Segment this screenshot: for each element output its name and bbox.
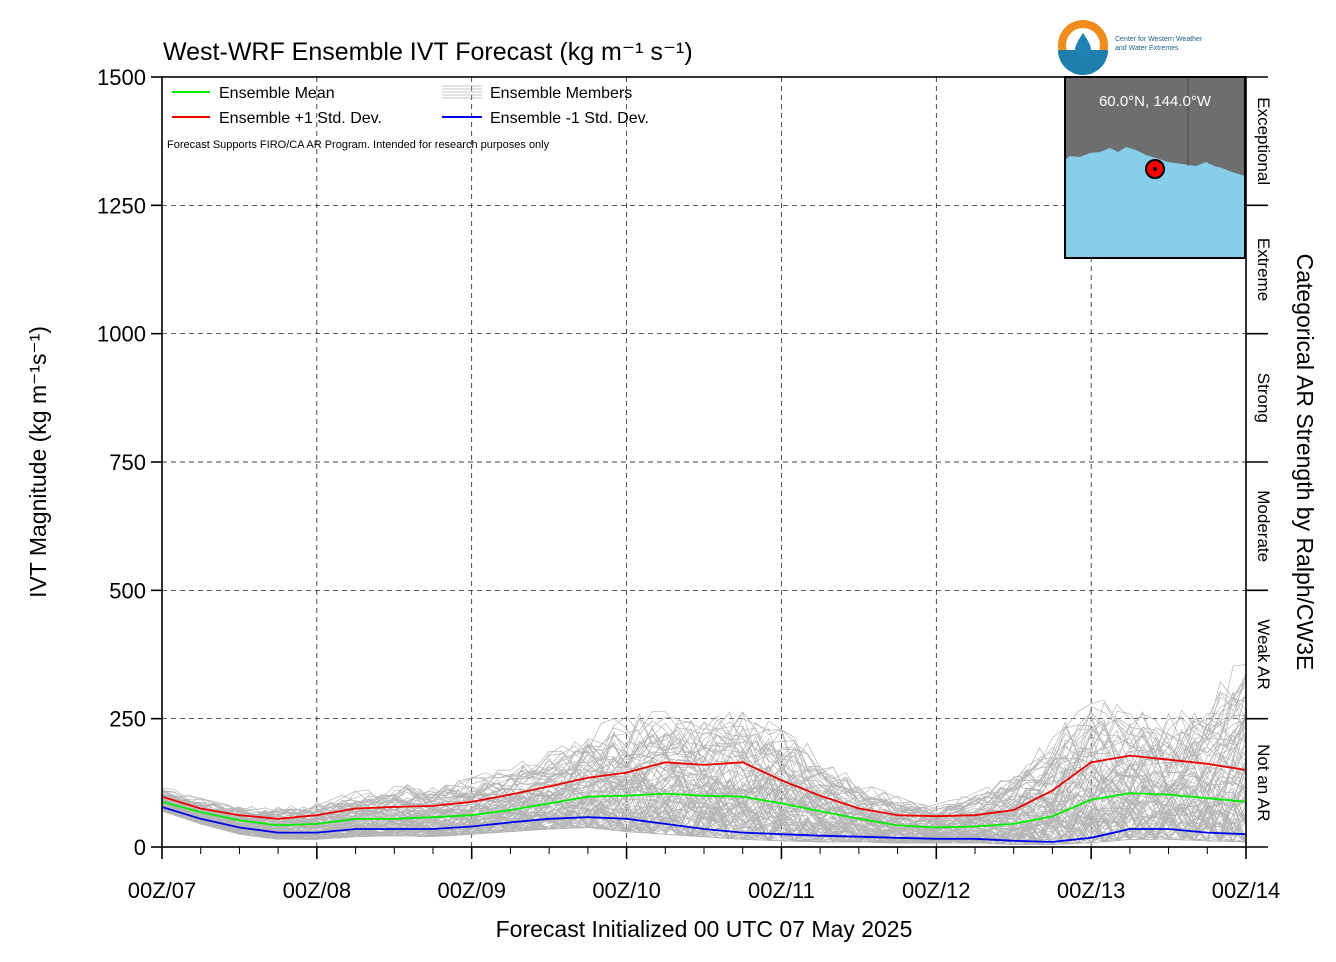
- x-tick-label: 00Z/08: [283, 878, 352, 903]
- x-tick-label: 00Z/14: [1212, 878, 1281, 903]
- x-tick-label: 00Z/12: [902, 878, 971, 903]
- ensemble-member-line: [161, 765, 1247, 836]
- ensemble-member-line: [161, 664, 1247, 817]
- ensemble-member-line: [161, 743, 1247, 826]
- inset-location-label: 60.0°N, 144.0°W: [1099, 93, 1212, 110]
- legend-label-members: Ensemble Members: [490, 85, 632, 102]
- ensemble-member-line: [161, 691, 1247, 823]
- series-line-0: [161, 792, 1247, 829]
- y-tick-label: 1000: [97, 322, 146, 347]
- ensemble-member-line: [161, 679, 1247, 818]
- y-tick-label: 250: [109, 707, 146, 732]
- ensemble-member-line: [161, 763, 1247, 835]
- category-label: Weak AR: [1254, 619, 1273, 690]
- x-tick-label: 00Z/10: [592, 878, 661, 903]
- location-inset-map: 60.0°N, 144.0°W: [1064, 76, 1246, 259]
- category-label: Extreme: [1254, 238, 1273, 301]
- ensemble-member-line: [161, 780, 1247, 838]
- ensemble-member-line: [161, 725, 1247, 828]
- cw3e-logo: Center for Western Weather and Water Ext…: [1058, 20, 1203, 75]
- ensemble-members: [161, 664, 1247, 846]
- y-axis-title: IVT Magnitude (kg m⁻¹s⁻¹): [25, 326, 51, 598]
- legend-label-plus-std: Ensemble +1 Std. Dev.: [219, 110, 382, 127]
- series-line-1: [161, 754, 1247, 820]
- y-tick-label: 500: [109, 578, 146, 603]
- ensemble-member-line: [161, 686, 1247, 822]
- x-axis: 00Z/07 00Z/08 00Z/09 00Z/10 00Z/11 00Z/12 00Z/…: [128, 847, 1281, 903]
- ensemble-member-line: [161, 734, 1247, 830]
- logo-line-1: Center for Western Weather: [1115, 36, 1203, 43]
- location-marker-dot: [1153, 167, 1157, 171]
- y-tick-label: 750: [109, 450, 146, 475]
- y-tick-label: 1250: [97, 193, 146, 218]
- logo-line-2: and Water Extremes: [1115, 45, 1179, 52]
- right-axis-title: Categorical AR Strength by Ralph/CW3E: [1292, 254, 1318, 671]
- ensemble-member-line: [161, 676, 1247, 818]
- ensemble-member-line: [161, 810, 1247, 845]
- ensemble-member-line: [161, 794, 1247, 845]
- ar-category-axis: Not an AR Weak AR Moderate Strong Extreme Exc…: [1246, 76, 1273, 848]
- legend-label-minus-std: Ensemble -1 Std. Dev.: [490, 110, 649, 127]
- legend-label-mean: Ensemble Mean: [219, 85, 335, 102]
- research-note: Forecast Supports FIRO/CA AR Program. In…: [167, 139, 550, 151]
- legend: Ensemble Mean Ensemble +1 Std. Dev. Ense…: [167, 85, 649, 151]
- ensemble-member-line: [161, 695, 1247, 820]
- y-axis: 0 250 500 750 1000 1250 1500: [97, 65, 162, 860]
- series-lines: [161, 754, 1247, 843]
- ensemble-member-line: [161, 800, 1247, 846]
- chart-title: West-WRF Ensemble IVT Forecast (kg m⁻¹ s…: [163, 38, 693, 66]
- ensemble-member-line: [161, 744, 1247, 829]
- x-tick-label: 00Z/11: [748, 878, 815, 903]
- ensemble-member-line: [161, 777, 1247, 837]
- ensemble-member-line: [161, 674, 1247, 820]
- category-label: Exceptional: [1254, 97, 1273, 185]
- category-label: Moderate: [1254, 490, 1273, 562]
- x-tick-label: 00Z/07: [128, 878, 197, 903]
- series-line-2: [161, 806, 1247, 843]
- ensemble-member-line: [161, 731, 1247, 832]
- x-tick-label: 00Z/09: [437, 878, 506, 903]
- inset-frame: [1064, 76, 1246, 259]
- y-tick-label: 1500: [97, 65, 146, 90]
- x-tick-label: 00Z/13: [1057, 878, 1126, 903]
- inset-ocean: [1065, 147, 1245, 258]
- x-axis-title: Forecast Initialized 00 UTC 07 May 2025: [496, 916, 913, 942]
- category-label: Strong: [1254, 373, 1273, 423]
- y-tick-label: 0: [134, 835, 146, 860]
- legend-swatch-members: [442, 85, 482, 99]
- ensemble-member-line: [161, 714, 1247, 821]
- gridlines: [162, 77, 1246, 847]
- ensemble-member-line: [161, 806, 1247, 845]
- category-label: Not an AR: [1254, 744, 1273, 822]
- ensemble-member-line: [161, 766, 1247, 835]
- ensemble-member-line: [161, 672, 1247, 815]
